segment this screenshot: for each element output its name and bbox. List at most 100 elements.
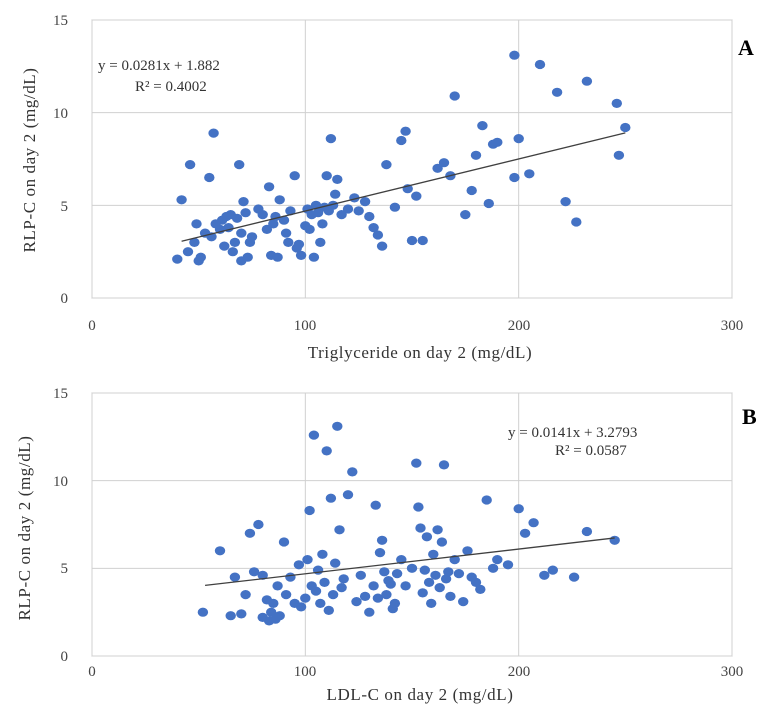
panel-b-gridlines: [91, 392, 733, 657]
panel-b-data-point-24: [300, 593, 311, 603]
panel-a-data-point-35: [268, 219, 279, 229]
panel-b-data-point-74: [432, 525, 443, 535]
panel-a-data-point-57: [321, 171, 332, 181]
panel-a-data-point-79: [417, 235, 428, 246]
panel-b-data-point-44: [347, 467, 358, 477]
panel-b-tick-labels: 0 5 10 15 0 100 200 300: [53, 386, 743, 680]
panel-a-data-point-83: [449, 91, 460, 101]
panel-b-data-point-73: [430, 570, 441, 580]
panel-b-data-point-47: [359, 591, 371, 602]
panel-b-xtick-0: 0: [88, 664, 96, 680]
panel-a-ytick-0: 0: [61, 291, 69, 307]
panel-a-data-point-32: [261, 224, 273, 234]
panel-a-data-point-11: [208, 128, 219, 138]
panel-a-data-point-54: [315, 237, 326, 247]
panel-a-data-point-69: [368, 223, 379, 233]
panel-b-data-point-18: [278, 537, 290, 547]
panel-b-data-point-33: [319, 577, 330, 588]
panel-b-data-point-99: [609, 535, 620, 545]
panel-a-data-point-85: [466, 185, 477, 196]
panel-b-xtick-100: 100: [294, 664, 317, 680]
panel-a-data-point-98: [571, 217, 582, 227]
panel-a-data-point-43: [289, 171, 300, 181]
panel-b-data-point-31: [315, 598, 326, 609]
panel-b-data-point-37: [327, 590, 339, 600]
panel-b-data-point-14: [268, 598, 279, 609]
panel-b-data-point-36: [325, 493, 337, 503]
panel-b-data-point-53: [376, 535, 388, 545]
panel-a-data-point-81: [438, 158, 450, 168]
panel-a-data-point-66: [353, 206, 364, 216]
panel-b-data-point-57: [385, 579, 396, 589]
panel-b-data-point-91: [502, 560, 514, 570]
panel-b-data-point-46: [355, 570, 366, 580]
panel-b-data-point-13: [266, 607, 277, 617]
panel-b-data-point-52: [374, 548, 386, 558]
panel-a-data-point-102: [620, 122, 631, 133]
panel-b-data-point-22: [293, 560, 305, 570]
panel-a-data-point-19: [227, 247, 238, 257]
panel-a-xtick-100: 100: [294, 318, 317, 334]
panel-a-data-point-37: [272, 252, 283, 262]
panel-a-data-point-5: [191, 219, 202, 229]
panel-a-gridlines: [91, 19, 733, 299]
panel-a-data-point-78: [411, 191, 422, 201]
panel-a-data-point-101: [613, 150, 625, 160]
panel-b-data-point-93: [519, 528, 531, 538]
panel-a-tick-labels: 0 5 10 15 0 100 200 300: [53, 13, 743, 334]
panel-a-data-point-68: [364, 211, 375, 222]
panel-b-data-point-26: [304, 505, 315, 516]
panel-a-equation: y = 0.0281x + 1.882: [98, 58, 220, 74]
panel-b-data-point-48: [364, 607, 375, 617]
panel-b-data-point-17: [274, 611, 285, 621]
panel-a-data-point-33: [263, 182, 275, 192]
panel-a-data-point-75: [400, 126, 411, 136]
panel-a-data-point-26: [240, 208, 251, 218]
panel-b-xtick-300: 300: [721, 664, 744, 680]
panel-b-trendline: [204, 537, 615, 587]
panel-a-data-point-90: [492, 137, 503, 147]
panel-a-xtick-300: 300: [721, 318, 744, 334]
panel-a-xtick-0: 0: [88, 318, 96, 334]
panel-a-data-point-71: [376, 241, 388, 251]
panel-b-data-point-20: [285, 572, 296, 582]
panel-b-data-point-62: [400, 581, 411, 591]
panel-b-data-point-97: [568, 572, 580, 582]
panel-b-data-point-75: [434, 583, 445, 593]
panel-b-data-point-38: [330, 558, 341, 568]
panel-b-data-point-54: [379, 567, 390, 577]
panel-b-data-point-98: [581, 526, 593, 537]
panel-b-data-point-82: [453, 569, 465, 579]
panel-a-data-point-41: [283, 237, 294, 247]
panel-b-data-point-68: [419, 565, 430, 575]
panel-b: 0 5 10 15 0 100 200 300 y = 0.0141x + 3.…: [15, 386, 757, 704]
panel-b-data-point-92: [513, 504, 524, 514]
panel-a-data-point-4: [189, 237, 200, 247]
panel-a-data-point-20: [229, 237, 241, 247]
panel-a-data-point-46: [295, 250, 307, 260]
panel-a-trendline: [181, 132, 626, 242]
panel-b-data-point-4: [236, 609, 247, 619]
panel-b-data-point-25: [302, 555, 313, 565]
panel-b-data-point-76: [436, 537, 448, 547]
panel-a-data-point-39: [278, 215, 290, 225]
panel-a-data-point-53: [312, 208, 324, 218]
panel-b-data-point-66: [415, 523, 426, 533]
panel-b-data-point-5: [240, 590, 251, 600]
panel-b-data-point-10: [257, 570, 268, 580]
panel-a-data-point-2: [182, 247, 194, 257]
panel-b-data-point-39: [332, 421, 343, 431]
panel-a-data-point-59: [325, 134, 337, 144]
panel-a-data-point-99: [581, 76, 593, 86]
panel-b-equation: y = 0.0141x + 3.2793: [508, 425, 637, 441]
panel-a-data-point-42: [285, 206, 296, 216]
panel-a-ytick-10: 10: [53, 106, 68, 122]
panel-a-data-point-29: [246, 232, 258, 242]
panel-a-ytick-5: 5: [61, 199, 69, 215]
panel-b-data-point-55: [381, 590, 392, 600]
panel-b-data-point-29: [310, 586, 322, 596]
panel-a-data-point-64: [342, 204, 354, 214]
panel-a-data-point-94: [524, 169, 535, 179]
panel-b-data-point-41: [336, 583, 347, 593]
